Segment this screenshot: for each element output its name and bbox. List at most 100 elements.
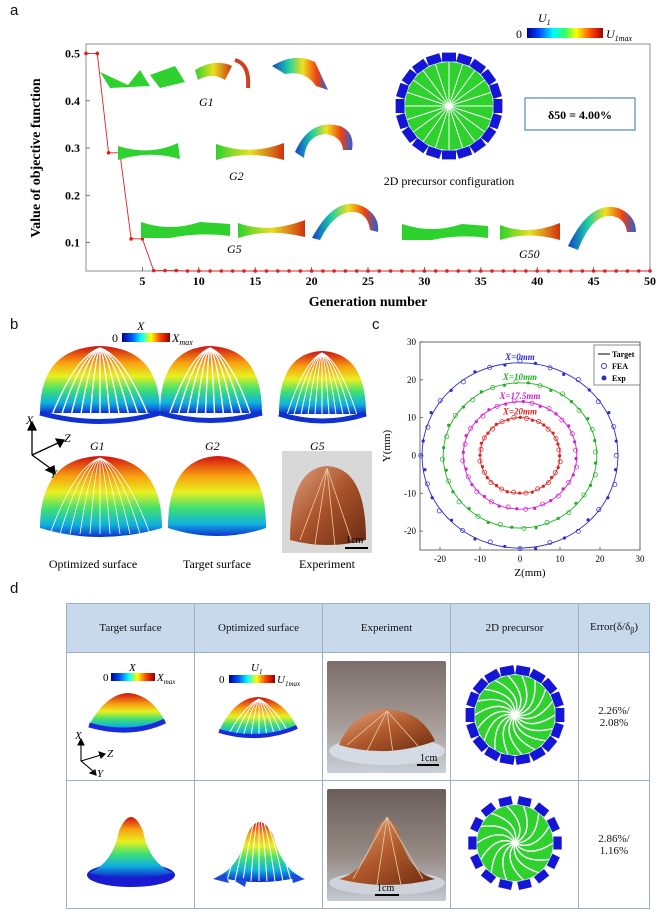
header-optimized: Optimized surface [194, 603, 323, 653]
precursor-block [469, 137, 487, 154]
y-axis-label: Value of objective function [29, 78, 44, 238]
b-label-g2: G2 [205, 439, 220, 453]
data-point [501, 269, 506, 273]
data-point [309, 269, 314, 273]
data-point [343, 269, 348, 273]
c-fea-point [546, 406, 552, 411]
precursor-block [546, 853, 560, 870]
c-exp-point [567, 424, 571, 428]
dome-g2 [159, 346, 263, 423]
legend-target: Target [612, 350, 635, 359]
y-tick-label: 0.3 [65, 141, 80, 155]
precursor-block [499, 753, 515, 765]
experiment-photo-ribs [299, 467, 353, 547]
x-tick-label: 50 [644, 274, 656, 288]
row1-target: 0 X Xmax X Z Y [66, 652, 195, 781]
data-point [197, 269, 201, 273]
b-label-g5: G5 [310, 439, 325, 453]
precursor-block [401, 126, 418, 144]
precursor-cut [513, 842, 539, 874]
precursor-cut [508, 714, 523, 755]
precursor-cut [422, 70, 450, 107]
dome-rib [258, 812, 292, 882]
precursor-block [517, 878, 532, 890]
y-axis: 0.1 0.2 0.3 0.4 0.5 [65, 46, 90, 250]
x-tick-label: 10 [193, 274, 205, 288]
x-tick-label: 35 [475, 274, 487, 288]
x-tick-label: 20 [306, 274, 318, 288]
c-exp-point [479, 390, 483, 394]
precursor-cut [514, 714, 546, 742]
x-tick-label: 5 [139, 274, 145, 288]
precursor-cut [514, 805, 528, 844]
precursor-block [468, 836, 477, 850]
data-point [95, 51, 100, 56]
precursor-block [480, 868, 497, 884]
x-axis-label: Generation number [309, 295, 428, 310]
c-fea-point [474, 489, 480, 495]
c-series-label: X=10mm [502, 372, 537, 382]
c-exp-point [518, 491, 522, 495]
c-fea-point [505, 504, 511, 510]
c-fea-point [595, 399, 601, 405]
c-exp-point [593, 461, 598, 465]
c-fea-point [574, 464, 579, 470]
precursor-block [456, 53, 473, 66]
precursor-block [533, 802, 550, 818]
precursor-block [533, 868, 550, 884]
precursor-cut [507, 675, 522, 716]
c-exp-point [467, 507, 471, 511]
colorbar-title: U1 [538, 11, 551, 27]
dome-rib [99, 347, 151, 421]
precursor-block [515, 665, 531, 677]
c-exp-point [444, 468, 448, 472]
precursor-cut [514, 842, 554, 852]
dome-rib [209, 347, 216, 421]
c-exp-point [573, 440, 577, 444]
row2-error-line1: 2.86%/ [598, 832, 630, 845]
precursor-block [472, 735, 489, 753]
precursor-cut [491, 812, 517, 844]
c-exp-point [561, 487, 565, 491]
c-fea-point [547, 365, 553, 371]
precursor-cut [480, 839, 516, 860]
c-exp-point [530, 418, 535, 422]
c-exp-point [534, 526, 538, 530]
data-point [332, 269, 336, 273]
dome-rib [99, 457, 141, 535]
panel-a-chart: 5 10 15 20 25 30 35 40 45 50 0.1 0.2 0.3 0.4 0.5 Gene… [29, 11, 656, 310]
c-exp-point [549, 388, 553, 392]
precursor-cut [448, 105, 464, 149]
dome-rib [314, 352, 323, 421]
c-exp-point [549, 499, 553, 503]
c-fea-point [424, 481, 430, 487]
c-fea-point [535, 486, 541, 492]
precursor-cut [483, 713, 516, 741]
precursor-cut [512, 714, 536, 751]
c-exp-point [574, 501, 578, 505]
c-fea-point [494, 403, 500, 409]
c-exp-point [482, 494, 487, 499]
data-point [603, 269, 607, 273]
panel-label-a: a [10, 2, 19, 19]
c-fea-point [523, 490, 529, 496]
precursor-block [466, 691, 480, 708]
data-point [106, 150, 111, 155]
c-exp-point [473, 537, 477, 541]
dome-g5 [278, 351, 367, 424]
data-point [479, 269, 483, 273]
c-fea-point [537, 383, 543, 389]
c-fea-point [596, 507, 602, 513]
g1-shapes [100, 57, 328, 90]
y-tick-label: 0.1 [65, 236, 80, 250]
row1-precursor-figure [465, 665, 565, 765]
c-target-circle [479, 417, 561, 494]
precursor-block [411, 137, 429, 154]
delta-text: δ50 = 4.00% [548, 108, 612, 122]
row1-error: 2.26%/ 2.08% [578, 652, 650, 781]
axis-y: Y [50, 467, 58, 481]
svg-text:U1: U1 [251, 662, 262, 676]
svg-text:U1max: U1max [277, 674, 301, 688]
c-x-tick-label: 10 [556, 554, 566, 564]
data-point [230, 269, 235, 273]
